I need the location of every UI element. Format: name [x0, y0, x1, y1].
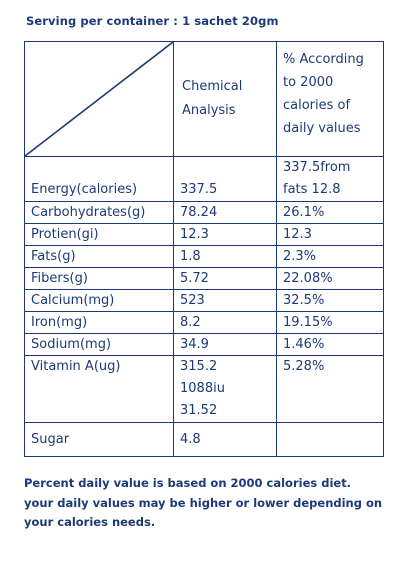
value-line: 31.52 [180, 403, 218, 418]
nutrient-name: Iron(mg) [24, 311, 174, 334]
footnote: Percent daily value is based on 2000 cal… [24, 474, 382, 533]
nutrient-name: Vitamin A(ug) [24, 355, 174, 423]
table-row: Fibers(g) 5.72 22.08% [24, 267, 384, 290]
nutrient-percent: 26.1% [276, 201, 384, 224]
chemical-header-line: Chemical [182, 79, 243, 94]
table-header-row: Chemical Analysis % According to 2000 ca… [24, 41, 384, 157]
percent-daily-header: % According to 2000 calories of daily va… [276, 41, 384, 157]
nutrient-value: 1.8 [173, 245, 277, 268]
footnote-line: your calories needs. [24, 515, 156, 529]
nutrient-name: Calcium(mg) [24, 289, 174, 312]
serving-per-container: Serving per container : 1 sachet 20gm [26, 14, 279, 28]
nutrient-value: 4.8 [173, 422, 277, 457]
table-row: Energy(calories) 337.5 337.5from fats 12… [24, 156, 384, 202]
diagonal-header-cell [24, 41, 174, 157]
value-line: 315.2 [180, 359, 218, 374]
percent-line: 337.5from [283, 160, 351, 175]
nutrient-value: 523 [173, 289, 277, 312]
nutrient-name: Protien(gi) [24, 223, 174, 246]
percent-header-line: calories of [283, 98, 351, 113]
nutrient-percent [276, 422, 384, 457]
percent-header-line: to 2000 [283, 75, 334, 90]
value-line: 1088iu [180, 381, 225, 396]
percent-header-line: daily values [283, 121, 361, 136]
nutrient-percent: 32.5% [276, 289, 384, 312]
nutrient-value: 8.2 [173, 311, 277, 334]
nutrient-percent: 19.15% [276, 311, 384, 334]
table-row: Vitamin A(ug) 315.2 1088iu 31.52 5.28% [24, 355, 384, 423]
table-row: Protien(gi) 12.3 12.3 [24, 223, 384, 246]
table-row: Sodium(mg) 34.9 1.46% [24, 333, 384, 356]
table-row: Fats(g) 1.8 2.3% [24, 245, 384, 268]
nutrient-name: Carbohydrates(g) [24, 201, 174, 224]
nutrient-name: Sodium(mg) [24, 333, 174, 356]
nutrient-value: 315.2 1088iu 31.52 [173, 355, 277, 423]
nutrient-name: Fibers(g) [24, 267, 174, 290]
chemical-analysis-header: Chemical Analysis [173, 41, 277, 157]
footnote-line: Percent daily value is based on 2000 cal… [24, 476, 352, 490]
nutrient-name: Sugar [24, 422, 174, 457]
nutrient-value: 34.9 [173, 333, 277, 356]
percent-line: fats 12.8 [283, 182, 341, 197]
nutrient-value: 78.24 [173, 201, 277, 224]
table-row: Iron(mg) 8.2 19.15% [24, 311, 384, 334]
diagonal-line [25, 42, 173, 156]
chemical-header-line: Analysis [182, 103, 236, 118]
nutrient-name: Fats(g) [24, 245, 174, 268]
nutrient-value: 5.72 [173, 267, 277, 290]
nutrient-percent: 337.5from fats 12.8 [276, 156, 384, 202]
nutrient-percent: 5.28% [276, 355, 384, 423]
nutrient-value: 12.3 [173, 223, 277, 246]
nutrient-percent: 22.08% [276, 267, 384, 290]
percent-header-line: % According [283, 52, 364, 67]
nutrient-name: Energy(calories) [24, 156, 174, 202]
table-row: Calcium(mg) 523 32.5% [24, 289, 384, 312]
footnote-line: your daily values may be higher or lower… [24, 495, 383, 510]
nutrient-percent: 1.46% [276, 333, 384, 356]
nutrient-percent: 12.3 [276, 223, 384, 246]
nutrient-value: 337.5 [173, 156, 277, 202]
nutrition-table-container: Chemical Analysis % According to 2000 ca… [24, 41, 384, 466]
nutrition-table: Chemical Analysis % According to 2000 ca… [24, 41, 384, 457]
nutrient-percent: 2.3% [276, 245, 384, 268]
table-row: Sugar 4.8 [24, 422, 384, 457]
table-row: Carbohydrates(g) 78.24 26.1% [24, 201, 384, 224]
